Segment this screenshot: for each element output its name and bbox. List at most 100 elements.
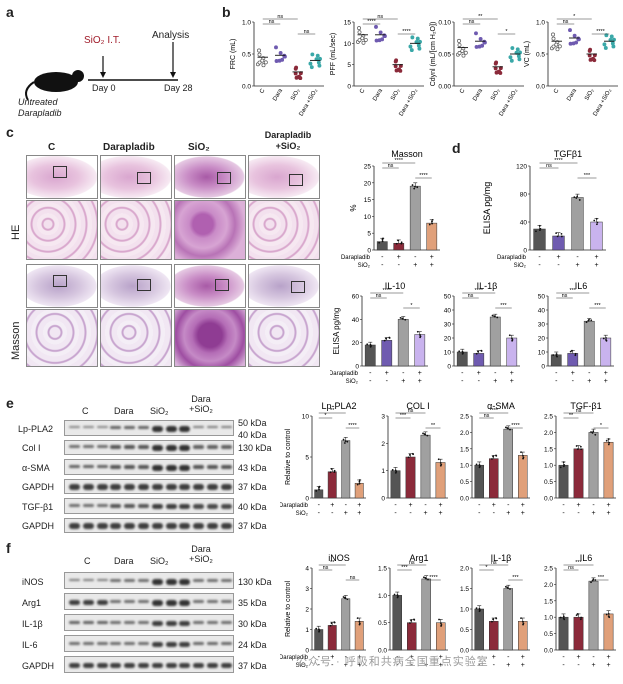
b3-point-1 — [474, 44, 479, 49]
c_masson-dara-sign-0: - — [381, 254, 384, 261]
blot-band — [179, 425, 191, 432]
b1-ytick-2: 1.0 — [242, 20, 251, 27]
e_lppla2-ylabel: Relative to control — [285, 429, 292, 485]
e_tgfb1-sig-1: ns — [576, 408, 582, 414]
b2-xtick-1: Dara — [372, 87, 384, 102]
e_asma-dot — [492, 455, 494, 458]
d_il6-dot — [574, 354, 577, 357]
b2-xtick-0: C — [359, 87, 367, 94]
d_il1b-dot — [511, 337, 513, 340]
row-label-he: HE — [10, 224, 22, 240]
blot-label-0: iNOS — [22, 576, 44, 587]
blot-band — [138, 662, 149, 668]
d_il1b-ytick-2: 20 — [444, 336, 452, 343]
d_tgfb1-ytick-1: 40 — [520, 220, 528, 227]
b1-point-2 — [296, 75, 301, 80]
f_il1b-title: IL-1β — [491, 553, 512, 563]
f_inos-sio2-label: SiO₂ — [296, 663, 309, 669]
f_il6-ytick-4: 2.0 — [544, 582, 553, 589]
f_il6-dot — [562, 617, 565, 620]
f_inos-dara-sign-0: - — [318, 654, 321, 661]
e_col1-dot — [394, 469, 397, 472]
d_tgfb1-dot — [556, 235, 559, 238]
d_il1b-dot — [493, 315, 496, 317]
e_asma-dot — [491, 458, 493, 460]
blot-band — [110, 578, 122, 582]
blot-strip-4 — [64, 498, 234, 514]
b1-point-3 — [310, 52, 315, 57]
blot-band — [179, 620, 191, 626]
b3-point-0 — [460, 49, 465, 53]
c_masson-ytick-3: 15 — [364, 197, 372, 204]
blot-band — [69, 620, 80, 625]
e_tgfb1-bar-2 — [588, 432, 599, 499]
blot-band — [110, 503, 122, 508]
e_tgfb1-dot — [562, 461, 565, 464]
blot-band — [151, 641, 163, 647]
e_asma-bar-1 — [489, 458, 499, 499]
d_il1b-ytick-4: 40 — [444, 308, 452, 315]
blot-band — [96, 641, 108, 645]
e_asma-dara-sign-2: - — [507, 502, 510, 509]
f_il6-dot — [562, 615, 565, 618]
d_tgfb1-ytick-0: 0 — [523, 248, 527, 255]
d_il10-sig-0: ns — [376, 293, 382, 299]
b4-sig-0: ns — [563, 19, 569, 25]
d_il6-dara-sign-1: + — [571, 370, 575, 377]
e_tgfb1-dot — [591, 432, 594, 434]
analysis-label: Analysis — [152, 30, 190, 41]
blot-band — [110, 641, 122, 645]
e_tgfb1-dot — [575, 445, 578, 447]
e_tgfb1-dara-sign-0: - — [562, 502, 565, 509]
e_asma-sio2-sign-1: - — [493, 510, 496, 517]
c_masson-dot — [431, 218, 434, 221]
blot-band — [193, 662, 205, 668]
b4-point-3 — [602, 42, 607, 47]
blot-band — [220, 662, 232, 668]
d_il1b-dot — [508, 334, 511, 337]
masson-low-combo — [248, 264, 320, 308]
e_asma-ytick-4: 2.0 — [460, 430, 469, 437]
e_asma-ytick-2: 1.0 — [460, 463, 469, 470]
f_il1b-sig-1: ns — [491, 560, 497, 566]
blot-band — [151, 662, 163, 668]
e_asma-dot — [506, 427, 509, 429]
d_tgfb1-dot — [560, 232, 563, 235]
e_col1-title: COL I — [406, 401, 429, 411]
blot-band — [82, 620, 94, 625]
d_tgfb1-sig-1: **** — [554, 158, 563, 164]
e_tgfb1-dara-sign-3: + — [606, 502, 610, 509]
d_tgfb1-dot — [596, 223, 598, 226]
e_lppla2-ytick-0: 0 — [305, 496, 309, 503]
f_il6-sio2-sign-2: + — [591, 662, 595, 669]
e_lppla2-sio2-sign-2: + — [344, 510, 348, 517]
f_il6-bar-2 — [588, 580, 599, 651]
f_inos-dot — [330, 622, 333, 625]
e_col1-dara-sign-3: + — [438, 502, 442, 509]
f_arg1-sio2-sign-3: + — [439, 662, 443, 669]
chart-tgfb1-wb: TGF-β10.00.51.01.52.02.5 **ns*--+--+++ — [544, 401, 616, 517]
blot-band — [69, 484, 80, 490]
d_il1b-sio2-sign-2: + — [493, 378, 497, 385]
f_arg1-bar-2 — [421, 578, 431, 651]
f_il6-sio2-sign-3: + — [606, 662, 610, 669]
blot-kda-1: 35 kDa — [238, 597, 267, 608]
d_il10-dot — [416, 330, 419, 333]
blot-band — [138, 641, 149, 645]
b3-xtick-2: SiO₂ — [490, 87, 502, 101]
c_masson-dara-sign-1: + — [397, 254, 401, 261]
blot-band — [207, 599, 218, 603]
he-high-combo — [248, 200, 320, 260]
blot-band — [165, 662, 177, 668]
f_il1b-bar-0 — [474, 608, 484, 651]
d_tgfb1-dara-sign-0: - — [538, 254, 541, 261]
b4-point-0 — [554, 42, 559, 47]
f_il1b-ytick-3: 1.5 — [460, 586, 469, 593]
blot-band — [138, 523, 149, 529]
blot-band — [69, 503, 80, 507]
e_col1-dot — [426, 434, 429, 437]
f_arg1-dot — [413, 618, 416, 621]
